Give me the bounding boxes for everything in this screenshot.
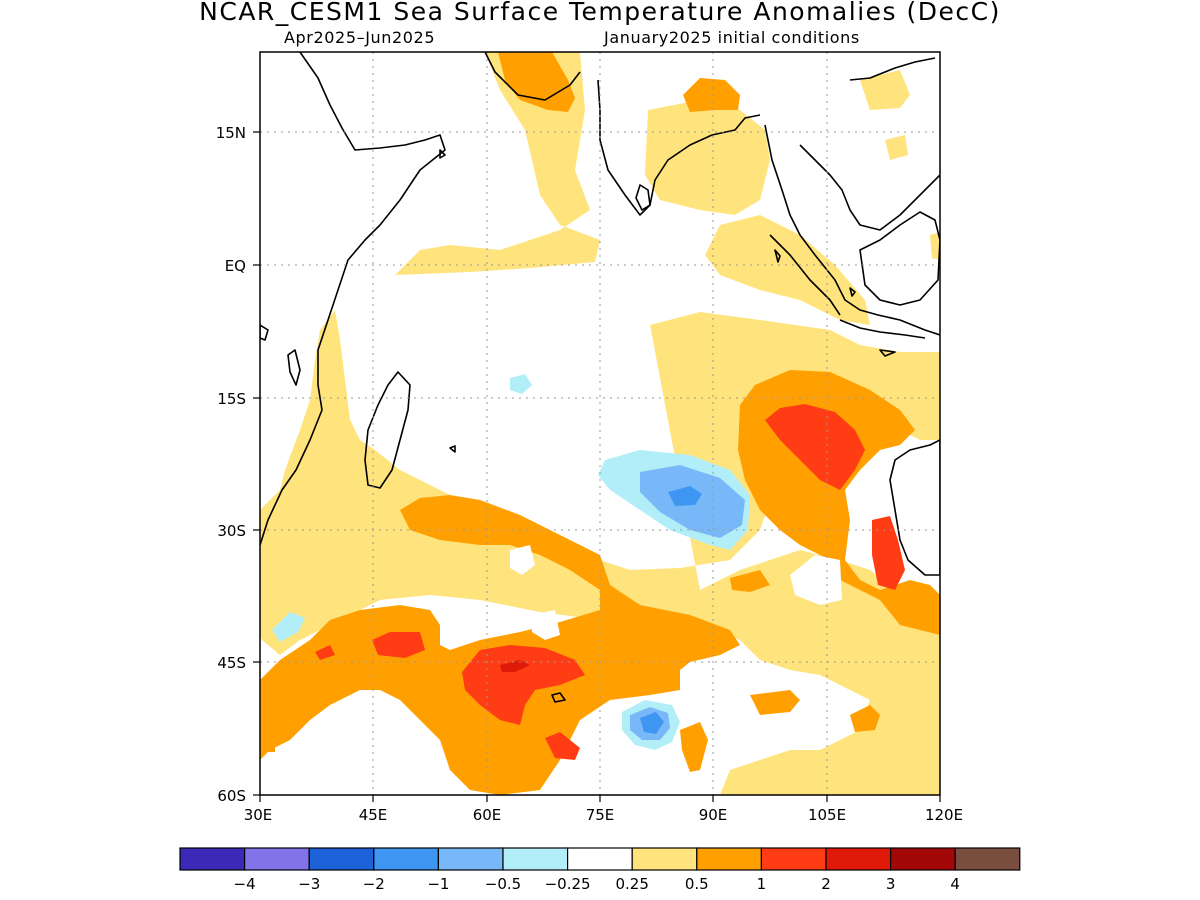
lon-label: 45E — [359, 806, 388, 824]
legend-swatch — [696, 847, 762, 871]
lat-label: 45S — [217, 654, 246, 672]
borneo-coast — [859, 211, 940, 306]
neutral-patches — [510, 340, 842, 640]
madagascar-coast — [364, 371, 411, 489]
arabia-coast — [484, 52, 581, 101]
legend-label: −2 — [363, 875, 385, 893]
legend-label: −4 — [234, 875, 256, 893]
lon-label: 30E — [244, 806, 273, 824]
legend-label: 1 — [757, 875, 767, 893]
map-title: NCAR_CESM1 Sea Surface Temperature Anoma… — [199, 0, 1001, 26]
legend-label: −0.25 — [545, 875, 591, 893]
legend-label: 0.5 — [685, 875, 709, 893]
legend-label: 0.25 — [615, 875, 648, 893]
axis-ticks — [253, 131, 941, 802]
sumatra-coast — [769, 234, 841, 316]
legend-swatch — [373, 847, 439, 871]
legend-swatch — [889, 847, 956, 871]
longitude-labels: 30E 45E 60E 75E 90E 105E 120E — [244, 806, 963, 824]
lon-label: 120E — [925, 806, 963, 824]
legend-swatch — [179, 847, 246, 871]
graticule — [260, 52, 940, 795]
lon-label: 90E — [699, 806, 728, 824]
legend-label: −1 — [427, 875, 449, 893]
lon-label: 60E — [473, 806, 502, 824]
legend-swatch — [502, 847, 569, 871]
china-coast — [849, 57, 936, 81]
australia-coast — [889, 439, 940, 576]
legend-swatch — [954, 847, 1021, 871]
lon-label: 105E — [808, 806, 846, 824]
legend-swatch — [631, 847, 698, 871]
legend-swatch — [825, 847, 892, 871]
legend-swatch — [760, 847, 827, 871]
southeast-asia-coast — [764, 124, 940, 336]
color-legend: −4 −3 −2 −1 −0.5 −0.25 0.25 0.5 1 2 3 4 — [179, 847, 1021, 893]
negative-anomaly-fill — [272, 374, 750, 750]
lat-label: 15N — [216, 124, 246, 142]
legend-label: −0.5 — [485, 875, 521, 893]
map-area — [260, 52, 940, 795]
lat-label: 15S — [217, 390, 246, 408]
initial-conditions: January2025 initial conditions — [604, 28, 860, 47]
anomaly-2-3-fill — [500, 660, 530, 672]
legend-swatch — [437, 847, 504, 871]
india-coast — [597, 79, 761, 216]
africa-coast — [260, 52, 446, 546]
lat-label: EQ — [225, 257, 246, 275]
indochina-coast — [799, 144, 940, 231]
coastlines — [260, 52, 940, 703]
legend-label: 4 — [950, 875, 960, 893]
anomaly-1-2-fill — [315, 404, 905, 760]
lon-label: 75E — [586, 806, 615, 824]
legend-label: 2 — [821, 875, 831, 893]
lat-label: 30S — [217, 522, 246, 540]
legend-swatch — [308, 847, 375, 871]
legend-swatch — [566, 847, 633, 871]
legend-swatch — [244, 847, 310, 871]
java-coast — [839, 319, 926, 339]
legend-label: −3 — [298, 875, 320, 893]
legend-label: 3 — [886, 875, 896, 893]
latitude-labels: 15N EQ 15S 30S 45S 60S — [216, 124, 246, 805]
sri-lanka-coast — [635, 184, 651, 211]
lat-label: 60S — [217, 787, 246, 805]
forecast-period: Apr2025–Jun2025 — [284, 28, 436, 47]
